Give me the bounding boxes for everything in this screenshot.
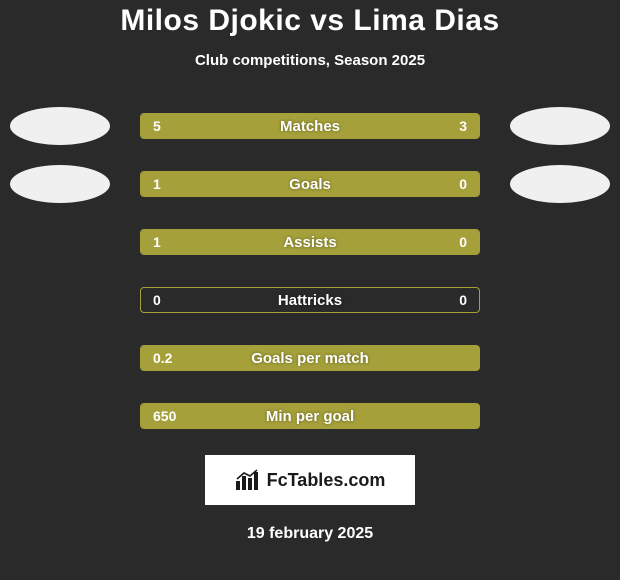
avatar-spacer <box>510 223 610 261</box>
stat-label: Goals <box>141 172 479 196</box>
stat-row: 10Assists <box>0 223 620 261</box>
stat-label: Matches <box>141 114 479 138</box>
stat-bar: 53Matches <box>140 113 480 139</box>
player-avatar-left <box>10 165 110 203</box>
stat-label: Assists <box>141 230 479 254</box>
player-avatar-right <box>510 107 610 145</box>
stat-row: 10Goals <box>0 165 620 203</box>
brand-badge: FcTables.com <box>205 455 415 505</box>
avatar-spacer <box>10 223 110 261</box>
stat-bar: 10Goals <box>140 171 480 197</box>
avatar-spacer <box>10 339 110 377</box>
avatar-spacer <box>510 339 610 377</box>
stat-bar: 10Assists <box>140 229 480 255</box>
player-avatar-right <box>510 165 610 203</box>
stat-bar: 0.2Goals per match <box>140 345 480 371</box>
brand-logo-icon <box>235 469 261 491</box>
avatar-spacer <box>10 397 110 435</box>
brand-label: FcTables.com <box>267 470 386 491</box>
player-avatar-left <box>10 107 110 145</box>
avatar-spacer <box>10 281 110 319</box>
comparison-infographic: Milos Djokic vs Lima Dias Club competiti… <box>0 0 620 543</box>
stat-row: 53Matches <box>0 107 620 145</box>
stat-row: 00Hattricks <box>0 281 620 319</box>
date-label: 19 february 2025 <box>0 525 620 543</box>
stat-rows-container: 53Matches 10Goals 10Assists 00Hattricks 0.2G… <box>0 107 620 435</box>
stat-row: 0.2Goals per match <box>0 339 620 377</box>
stat-label: Hattricks <box>141 288 479 312</box>
page-subtitle: Club competitions, Season 2025 <box>0 52 620 69</box>
avatar-spacer <box>510 397 610 435</box>
stat-label: Goals per match <box>141 346 479 370</box>
stat-bar: 00Hattricks <box>140 287 480 313</box>
stat-bar: 650Min per goal <box>140 403 480 429</box>
avatar-spacer <box>510 281 610 319</box>
page-title: Milos Djokic vs Lima Dias <box>0 4 620 38</box>
stat-row: 650Min per goal <box>0 397 620 435</box>
stat-label: Min per goal <box>141 404 479 428</box>
